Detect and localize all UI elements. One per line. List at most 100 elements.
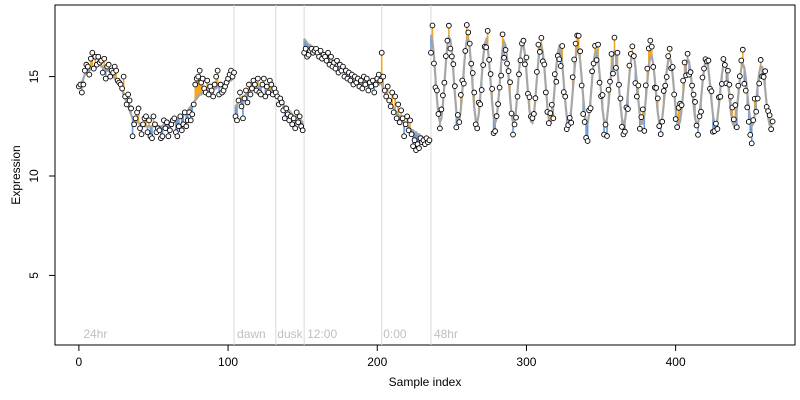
data-point-5-151 xyxy=(653,85,660,91)
data-point-5-153 xyxy=(656,123,663,129)
data-point-3-51 xyxy=(377,77,384,84)
data-point-0-8 xyxy=(87,55,94,62)
data-point-1-18 xyxy=(259,81,266,88)
data-point-5-119 xyxy=(605,86,612,93)
data-point-2-12 xyxy=(290,115,297,122)
data-point-5-105 xyxy=(584,138,591,144)
y-tick-label-2: 15 xyxy=(27,70,41,84)
data-point-5-72 xyxy=(535,41,542,48)
data-point-1-13 xyxy=(252,81,258,88)
y-axis-label: Expression xyxy=(9,145,23,204)
data-point-3-43 xyxy=(365,87,372,94)
data-point-1-7 xyxy=(243,87,249,94)
data-point-1-6 xyxy=(241,95,248,102)
data-point-5-14 xyxy=(449,53,455,60)
data-point-5-117 xyxy=(602,121,609,128)
data-point-0-3 xyxy=(80,81,87,88)
data-point-5-1 xyxy=(429,22,436,29)
data-point-0-17 xyxy=(101,55,108,62)
data-point-5-215 xyxy=(748,140,755,147)
data-point-1-21 xyxy=(264,83,270,90)
data-point-0-77 xyxy=(190,101,197,108)
data-point-3-38 xyxy=(357,77,364,84)
data-point-4-13 xyxy=(398,107,404,114)
data-point-0-50 xyxy=(150,113,157,120)
plot-area xyxy=(54,4,796,346)
data-point-5-66 xyxy=(526,94,533,101)
data-point-5-179 xyxy=(695,131,701,138)
data-point-0-35 xyxy=(128,105,134,112)
data-point-0-2 xyxy=(79,89,85,96)
data-point-1-3 xyxy=(237,89,243,96)
data-point-5-125 xyxy=(614,49,621,56)
data-point-0-64 xyxy=(171,115,178,122)
data-point-5-115 xyxy=(599,92,606,98)
data-point-5-13 xyxy=(447,45,454,52)
data-point-5-220 xyxy=(756,80,763,87)
data-point-5-80 xyxy=(547,110,554,116)
data-point-5-77 xyxy=(542,89,549,96)
data-point-1-4 xyxy=(238,103,245,110)
data-point-5-83 xyxy=(551,71,558,77)
data-point-5-191 xyxy=(713,120,719,127)
data-point-5-148 xyxy=(648,43,655,50)
data-point-5-9 xyxy=(441,79,448,86)
data-point-5-159 xyxy=(665,53,672,59)
data-point-5-176 xyxy=(690,91,697,98)
data-point-5-28 xyxy=(469,70,476,76)
data-point-5-81 xyxy=(548,101,555,108)
data-point-5-44 xyxy=(493,113,500,120)
data-point-1-2 xyxy=(235,97,242,104)
data-point-5-112 xyxy=(595,41,601,48)
data-point-0-33 xyxy=(125,91,131,98)
x-tick-label-1: 100 xyxy=(218,355,238,369)
data-point-0-7 xyxy=(86,71,93,78)
data-point-5-74 xyxy=(538,35,545,41)
data-point-0-37 xyxy=(131,121,137,128)
data-point-0-25 xyxy=(113,67,120,74)
data-point-5-180 xyxy=(696,113,703,120)
data-point-5-54 xyxy=(508,110,515,117)
data-point-5-192 xyxy=(714,126,721,132)
data-point-0-67 xyxy=(175,123,182,130)
data-point-5-142 xyxy=(639,106,646,113)
data-point-5-139 xyxy=(635,82,642,89)
data-point-4-18 xyxy=(405,127,412,134)
data-point-5-144 xyxy=(642,82,649,89)
data-point-5-154 xyxy=(657,131,664,138)
data-point-5-26 xyxy=(466,40,473,47)
data-point-1-22 xyxy=(265,89,272,96)
data-point-0-90 xyxy=(210,93,216,100)
data-point-0-104 xyxy=(231,69,237,76)
data-point-2-15 xyxy=(295,119,302,126)
data-point-0-32 xyxy=(123,101,130,108)
data-point-5-170 xyxy=(681,59,688,66)
data-point-1-8 xyxy=(244,99,251,106)
data-point-5-87 xyxy=(557,63,564,69)
data-point-5-11 xyxy=(444,37,451,44)
data-point-5-53 xyxy=(507,79,513,86)
data-point-3-50 xyxy=(375,71,382,78)
data-point-5-138 xyxy=(634,93,640,100)
data-point-5-34 xyxy=(478,87,485,93)
data-point-4-1 xyxy=(380,73,387,80)
data-point-5-156 xyxy=(660,88,667,94)
data-point-0-76 xyxy=(189,111,196,118)
data-point-0-72 xyxy=(183,123,190,130)
data-point-0-30 xyxy=(120,73,127,80)
data-point-5-122 xyxy=(610,70,616,77)
data-point-3-16 xyxy=(325,49,331,56)
data-point-3-15 xyxy=(323,57,330,64)
data-point-5-57 xyxy=(513,114,519,121)
y-tick-label-0: 5 xyxy=(27,272,41,279)
data-point-2-6 xyxy=(281,115,288,122)
data-point-5-47 xyxy=(498,72,504,79)
data-point-1-5 xyxy=(240,115,246,122)
y-tick-label-1: 10 xyxy=(27,169,41,183)
data-point-5-25 xyxy=(465,29,472,36)
data-point-3-22 xyxy=(334,57,340,64)
data-point-5-130 xyxy=(622,128,628,135)
data-point-5-118 xyxy=(604,133,610,139)
data-point-5-93 xyxy=(566,114,573,121)
data-point-0-95 xyxy=(217,81,224,88)
